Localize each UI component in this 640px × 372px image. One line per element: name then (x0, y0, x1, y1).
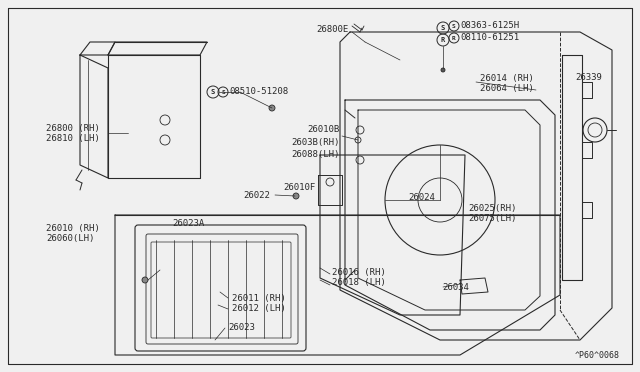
Circle shape (269, 105, 275, 111)
Circle shape (293, 193, 299, 199)
Text: 26025(RH): 26025(RH) (468, 203, 516, 212)
Text: 26800E: 26800E (317, 26, 349, 35)
Text: ^P60^0068: ^P60^0068 (575, 350, 620, 359)
Text: S: S (211, 89, 215, 95)
Text: 26012 (LH): 26012 (LH) (232, 305, 285, 314)
Text: R: R (452, 35, 456, 41)
Text: 26010B: 26010B (308, 125, 340, 135)
Text: 08510-51208: 08510-51208 (229, 87, 288, 96)
Text: 26010F: 26010F (284, 183, 316, 192)
Text: 26075(LH): 26075(LH) (468, 215, 516, 224)
Text: S: S (441, 25, 445, 31)
Text: 08110-61251: 08110-61251 (460, 33, 519, 42)
Text: S: S (452, 23, 456, 29)
Circle shape (142, 277, 148, 283)
Text: 26024: 26024 (408, 193, 435, 202)
Text: 26023A: 26023A (172, 219, 204, 228)
Text: 26339: 26339 (575, 74, 602, 83)
Text: 2603B(RH): 2603B(RH) (292, 138, 340, 148)
Text: 26023: 26023 (228, 324, 255, 333)
Text: 26018 (LH): 26018 (LH) (332, 279, 386, 288)
Text: 26014 (RH): 26014 (RH) (480, 74, 534, 83)
Text: 08363-6125H: 08363-6125H (460, 22, 519, 31)
Text: 26034: 26034 (442, 282, 469, 292)
Text: 26064 (LH): 26064 (LH) (480, 84, 534, 93)
Text: R: R (441, 37, 445, 43)
Text: 26016 (RH): 26016 (RH) (332, 267, 386, 276)
Text: S: S (221, 90, 225, 94)
Text: 26060(LH): 26060(LH) (46, 234, 94, 244)
Text: 26011 (RH): 26011 (RH) (232, 294, 285, 302)
Circle shape (441, 68, 445, 72)
Text: 26010 (RH): 26010 (RH) (46, 224, 100, 232)
Text: 26800 (RH): 26800 (RH) (46, 124, 100, 132)
Text: 26022: 26022 (243, 190, 270, 199)
Text: 26810 (LH): 26810 (LH) (46, 135, 100, 144)
Text: 26088(LH): 26088(LH) (292, 151, 340, 160)
